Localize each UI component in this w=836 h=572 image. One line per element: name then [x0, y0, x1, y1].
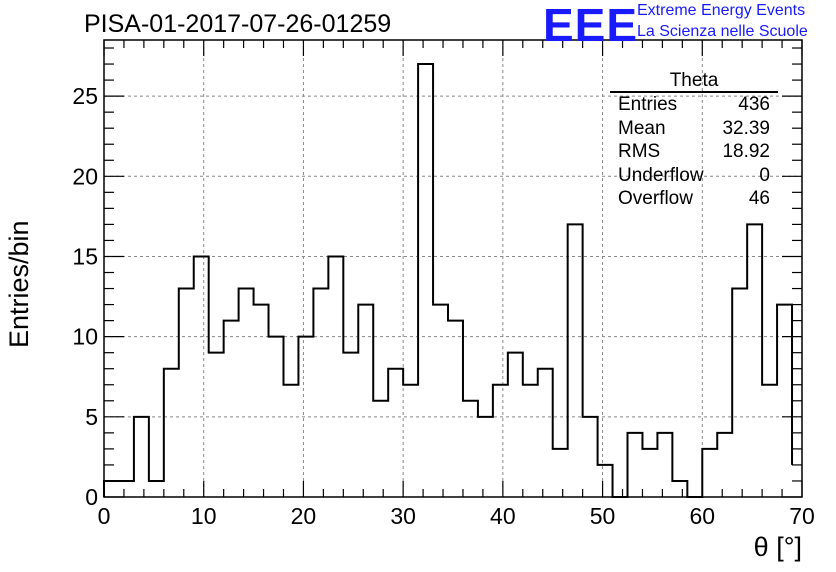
x-tick-label: 60 [689, 503, 715, 529]
tick-labels: 0 10 20 30 40 50 60 70 0 5 10 15 20 25 [72, 83, 814, 529]
x-tick-label: 20 [291, 503, 317, 529]
stats-value: 46 [748, 188, 770, 209]
stats-row-overflow: Overflow 46 [610, 187, 778, 211]
y-tick-label: 10 [72, 324, 98, 350]
stats-label: Mean [618, 117, 666, 139]
x-axis-label: θ [°] [753, 532, 802, 562]
stats-label: Underflow [618, 164, 704, 186]
eee-logo: EEE [543, 0, 639, 51]
stats-value: 436 [738, 94, 770, 115]
x-tick-label: 70 [789, 503, 815, 529]
stats-box: Theta Entries 436 Mean 32.39 RMS 18.92 Unde… [610, 70, 778, 211]
stats-row-underflow: Underflow 0 [610, 164, 778, 188]
stats-row-entries: Entries 436 [610, 93, 778, 117]
y-tick-label: 15 [72, 243, 98, 269]
logo-line-2: La Scienza nelle Scuole [637, 23, 808, 40]
stats-value: 18.92 [722, 141, 770, 162]
y-tick-label: 20 [72, 163, 98, 189]
x-tick-label: 10 [191, 503, 217, 529]
stats-title: Theta [610, 70, 778, 93]
logo-line-1: Extreme Energy Events [637, 2, 806, 19]
stats-label: Overflow [618, 188, 693, 209]
x-tick-label: 50 [590, 503, 616, 529]
grid-lines [104, 40, 802, 497]
histogram-step-line [103, 63, 794, 498]
stats-value: 0 [759, 164, 770, 186]
stats-row-rms: RMS 18.92 [610, 140, 778, 164]
y-axis-label: Entries/bin [4, 220, 34, 348]
stats-label: RMS [618, 141, 661, 162]
stats-label: Entries [618, 94, 678, 115]
axis-ticks [103, 40, 803, 498]
chart-title: PISA-01-2017-07-26-01259 [84, 10, 392, 38]
plot-frame [103, 39, 803, 498]
x-tick-label: 30 [390, 503, 416, 529]
y-tick-label: 0 [85, 484, 98, 510]
stats-row-mean: Mean 32.39 [610, 117, 778, 141]
x-tick-label: 0 [98, 503, 111, 529]
y-tick-label: 5 [85, 404, 98, 430]
y-tick-label: 25 [72, 83, 98, 109]
x-tick-label: 40 [490, 503, 516, 529]
stats-value: 32.39 [722, 117, 770, 139]
